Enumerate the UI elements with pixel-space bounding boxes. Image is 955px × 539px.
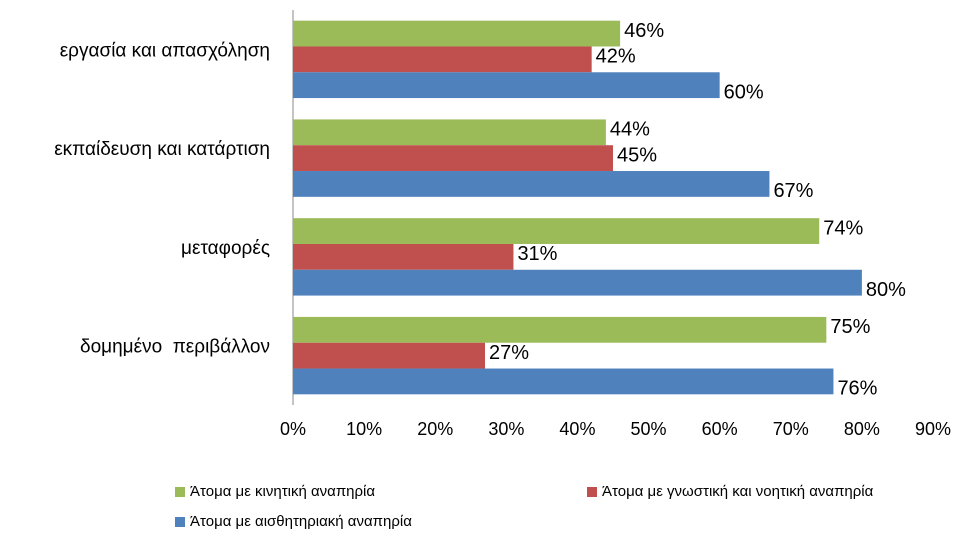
legend-swatch	[175, 517, 185, 527]
bar	[293, 316, 827, 343]
bar	[293, 119, 606, 146]
y-tick-label: εργασία και απασχόληση	[60, 40, 270, 61]
x-tick-label: 10%	[346, 419, 382, 439]
y-tick-label: δομημένο περιβάλλον	[80, 337, 270, 358]
value-label: 44%	[610, 119, 650, 141]
x-tick-label: 40%	[559, 419, 595, 439]
y-tick-label: μεταφορές	[181, 238, 270, 259]
y-tick-label: εκπαίδευση και κατάρτιση	[54, 139, 270, 160]
bar	[293, 171, 770, 197]
legend-label: Άτομα με αισθητηριακή αναπηρία	[190, 513, 412, 530]
legend-label: Άτομα με κινητική αναπηρία	[190, 483, 375, 500]
bar	[293, 269, 862, 296]
x-tick-label: 50%	[631, 419, 667, 439]
value-label: 60%	[724, 81, 764, 103]
x-tick-label: 90%	[915, 419, 951, 439]
legend-swatch	[587, 487, 597, 497]
x-tick-label: 20%	[417, 419, 453, 439]
bar	[293, 368, 834, 395]
bar	[293, 46, 592, 73]
bar	[293, 20, 621, 47]
bar	[293, 218, 820, 244]
legend-swatch	[175, 487, 185, 497]
bar	[293, 72, 720, 99]
x-tick-label: 30%	[488, 419, 524, 439]
value-label: 27%	[489, 342, 529, 364]
value-label: 67%	[773, 180, 813, 202]
bar	[293, 243, 514, 270]
value-label: 42%	[596, 46, 636, 68]
x-tick-label: 60%	[702, 419, 738, 439]
x-tick-label: 80%	[844, 419, 880, 439]
x-tick-label: 0%	[280, 419, 306, 439]
value-label: 80%	[866, 279, 906, 301]
bar	[293, 145, 613, 172]
value-label: 75%	[830, 316, 870, 338]
value-label: 46%	[624, 20, 664, 42]
value-label: 76%	[837, 378, 877, 400]
bar	[293, 342, 485, 369]
value-label: 45%	[617, 144, 657, 166]
x-tick-label: 70%	[773, 419, 809, 439]
legend-label: Άτομα με γνωστική και νοητική αναπηρία	[602, 483, 874, 500]
value-label: 31%	[517, 243, 557, 265]
value-label: 74%	[823, 217, 863, 239]
